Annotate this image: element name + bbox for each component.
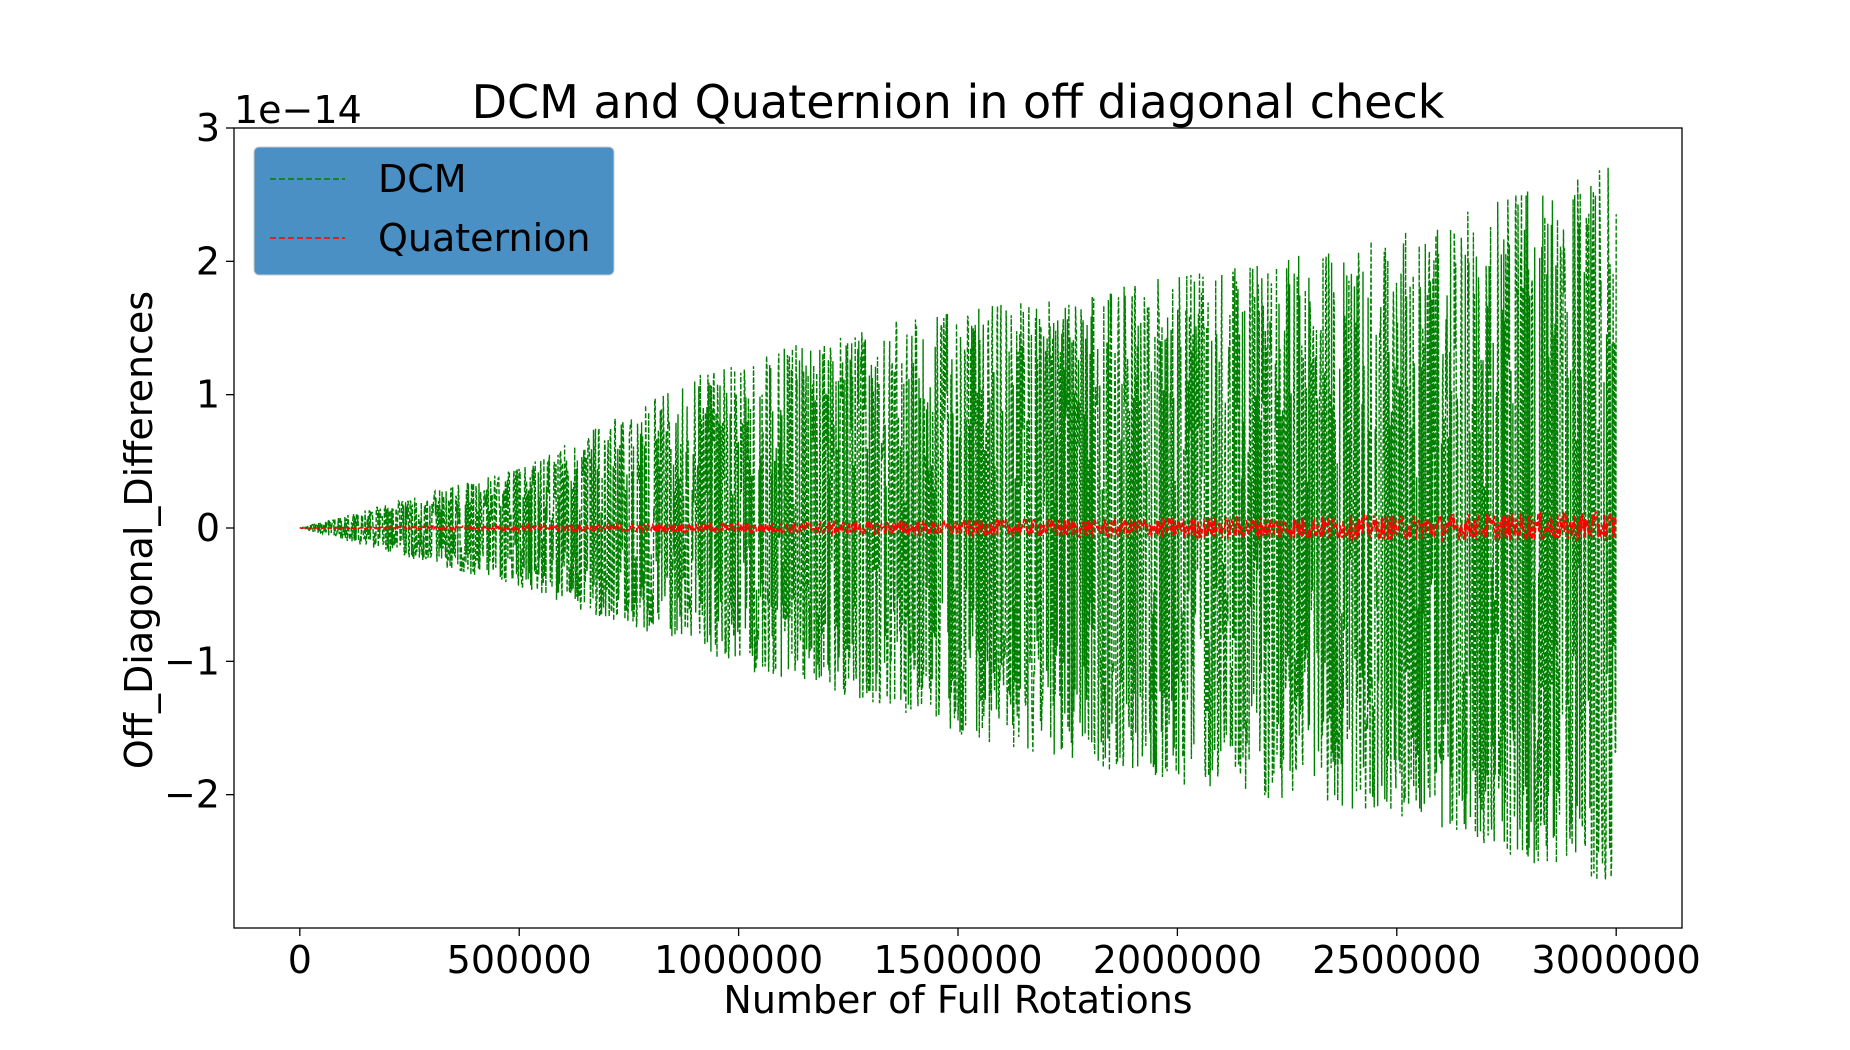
legend-label-dcm: DCM — [378, 157, 467, 201]
series-line-dcm — [299, 167, 1617, 880]
plot-area — [299, 167, 1617, 880]
y-tick-label: −1 — [164, 639, 220, 683]
x-tick-label: 1000000 — [654, 938, 823, 982]
x-tick-label: 2500000 — [1312, 938, 1481, 982]
series-line-quaternion — [299, 508, 1617, 543]
x-axis-label: Number of Full Rotations — [723, 978, 1192, 1022]
legend: DCM Quaternion — [253, 146, 615, 276]
x-tick-label: 500000 — [447, 938, 592, 982]
y-tick-label: 0 — [196, 506, 220, 550]
y-tick-label: 2 — [196, 239, 220, 283]
y-tick-label: 1 — [196, 373, 220, 417]
y-tick-label: −2 — [164, 773, 220, 817]
x-tick-label: 1500000 — [873, 938, 1042, 982]
x-tick-label: 0 — [288, 938, 312, 982]
x-axis: 0 500000 1000000 1500000 2000000 2500000 30000… — [288, 928, 1701, 982]
legend-label-quaternion: Quaternion — [378, 216, 591, 260]
chart-title: DCM and Quaternion in off diagonal check — [472, 75, 1445, 129]
x-tick-label: 2000000 — [1093, 938, 1262, 982]
y-axis-label: Off_Diagonal_Differences — [117, 291, 161, 769]
y-offset-label: 1e−14 — [234, 88, 362, 132]
x-tick-label: 3000000 — [1532, 938, 1701, 982]
y-tick-label: 3 — [196, 106, 220, 150]
y-axis: −2 −1 0 1 2 3 — [164, 106, 234, 817]
